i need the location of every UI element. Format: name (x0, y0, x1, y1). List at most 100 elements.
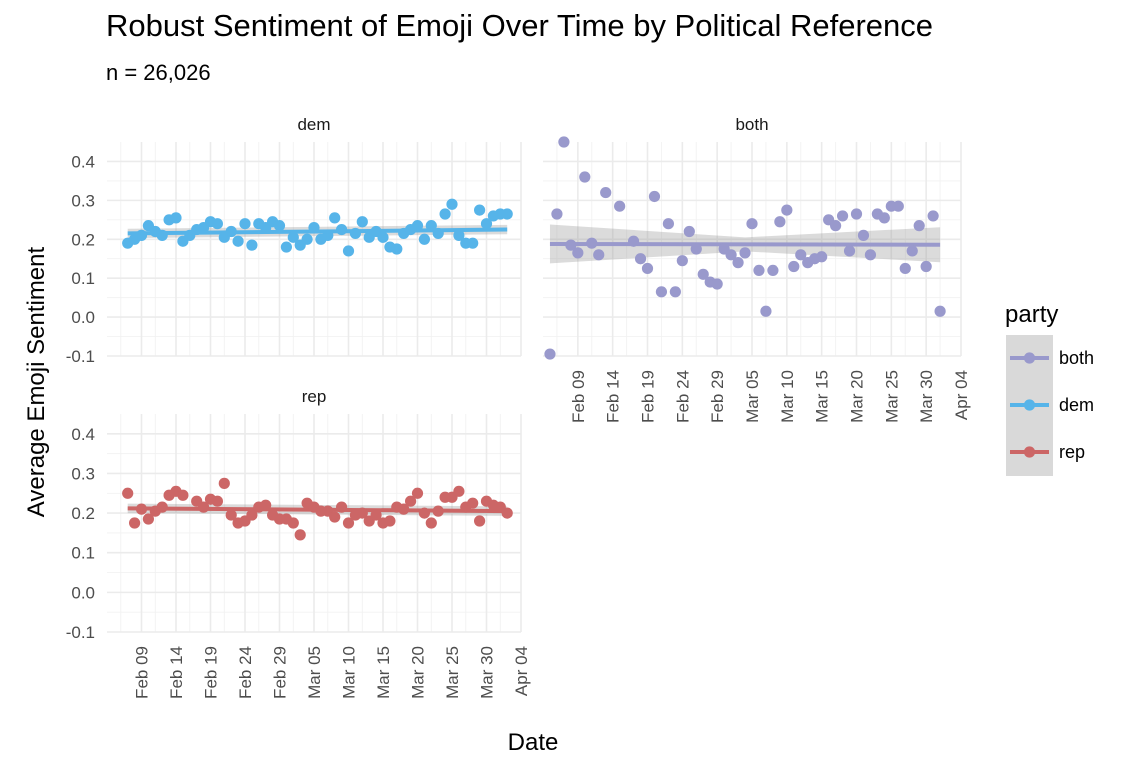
data-point-dem (391, 243, 403, 255)
data-point-dem (246, 239, 258, 251)
trend-line-both (549, 241, 941, 247)
data-point-dem (287, 231, 299, 243)
data-point-both (711, 278, 723, 290)
x-tick-label: Feb 14 (604, 370, 623, 423)
data-point-dem (239, 218, 251, 230)
data-point-rep (260, 499, 272, 511)
legend-key-point (1023, 446, 1036, 458)
data-point-dem (280, 241, 292, 253)
data-point-both (850, 208, 863, 220)
data-point-rep (287, 517, 299, 529)
x-tick-label: Mar 15 (374, 646, 393, 699)
data-point-both (774, 216, 786, 228)
x-tick-label: Feb 19 (639, 370, 658, 423)
strip-label-both: both (735, 115, 768, 134)
data-point-dem (322, 229, 334, 241)
data-point-both (857, 229, 870, 241)
data-point-both (760, 305, 772, 317)
data-point-dem (439, 208, 451, 220)
data-point-dem (432, 227, 444, 240)
data-point-rep (336, 501, 348, 513)
data-point-both (725, 249, 737, 261)
panel-both: both Feb 09 Feb 14 Feb 19 Feb 24 Feb 29 Mar 05… (543, 115, 971, 423)
y-tick-label: 0.2 (71, 504, 95, 523)
x-tick-label: Mar 25 (882, 370, 901, 423)
x-tick-label: Feb 14 (167, 646, 186, 699)
data-point-both (878, 212, 890, 224)
data-point-rep (398, 503, 410, 515)
x-tick-label: Feb 24 (236, 646, 255, 699)
data-point-dem (336, 223, 348, 236)
panel-rep: rep -0.1 0.0 0.1 0.2 0.3 0.4 Feb 09 Feb 14 Feb 19… (66, 387, 531, 699)
y-tick-label: 0.4 (71, 425, 95, 444)
legend-item-dem: dem (1006, 382, 1094, 429)
data-point-rep (129, 517, 141, 529)
data-point-rep (501, 507, 513, 519)
data-point-both (739, 247, 751, 259)
data-point-both (614, 200, 626, 212)
x-tick-label: Feb 09 (569, 370, 588, 423)
y-tick-label: 0.3 (71, 191, 95, 210)
x-tick-label: Apr 04 (512, 646, 531, 696)
x-tick-label: Apr 04 (952, 370, 971, 420)
data-point-dem (232, 235, 244, 247)
y-axis-title: Average Emoji Sentiment (23, 246, 50, 517)
facet-panels: dem -0.1 0.0 0.1 0.2 0.3 0.4 both Feb 09 Feb 14 Fe… (66, 115, 971, 699)
data-point-dem (329, 212, 341, 224)
legend-label: rep (1059, 442, 1085, 462)
data-point-both (816, 251, 828, 263)
y-tick-label: 0.3 (71, 464, 95, 483)
legend-key-point (1023, 352, 1036, 364)
legend-label: both (1059, 348, 1094, 368)
data-point-both (906, 245, 918, 257)
data-point-both (781, 204, 793, 216)
x-tick-label: Mar 30 (478, 646, 497, 699)
data-point-dem (170, 212, 182, 224)
data-point-rep (225, 509, 237, 521)
data-point-both (697, 268, 709, 280)
data-point-rep (135, 503, 148, 515)
data-point-both (648, 190, 661, 203)
data-point-rep (418, 507, 430, 519)
data-point-rep (211, 495, 223, 507)
data-point-rep (453, 485, 465, 497)
data-point-rep (177, 489, 189, 501)
x-tick-label: Feb 29 (708, 370, 727, 423)
data-point-both (572, 247, 584, 259)
data-point-dem (356, 216, 368, 228)
data-point-dem (135, 229, 148, 241)
y-tick-label: 0.1 (71, 269, 95, 288)
data-point-both (899, 262, 911, 275)
legend-item-both: both (1006, 335, 1094, 382)
data-point-both (746, 218, 758, 230)
y-tick-label: 0.2 (71, 230, 95, 249)
legend-label: dem (1059, 395, 1094, 415)
x-tick-label: Mar 05 (305, 646, 324, 699)
strip-label-dem: dem (297, 115, 330, 134)
data-point-dem (418, 233, 430, 245)
data-point-rep (294, 529, 306, 541)
data-point-rep (425, 517, 437, 529)
x-tick-label: Mar 20 (409, 646, 428, 699)
data-point-both (627, 235, 640, 247)
data-point-rep (198, 501, 210, 513)
y-tick-label: -0.1 (66, 623, 95, 642)
legend-key-point (1023, 399, 1036, 411)
data-point-both (788, 260, 800, 273)
data-point-rep (356, 507, 368, 519)
y-tick-label: 0.1 (71, 544, 95, 563)
data-point-both (600, 186, 612, 199)
data-point-rep (384, 515, 396, 527)
x-tick-label: Feb 29 (271, 646, 290, 699)
x-tick-label: Mar 05 (743, 370, 762, 423)
data-point-both (655, 286, 668, 298)
data-point-rep (467, 497, 479, 509)
x-tick-label: Mar 25 (443, 646, 462, 699)
data-point-dem (225, 225, 237, 238)
data-point-dem (411, 220, 424, 232)
data-point-rep (142, 513, 154, 525)
data-point-both (795, 249, 807, 261)
panel-dem: dem -0.1 0.0 0.1 0.2 0.3 0.4 (66, 115, 522, 366)
